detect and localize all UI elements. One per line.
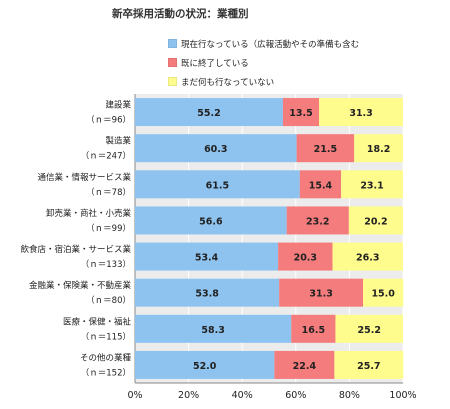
bar-segment [296, 134, 355, 163]
data-label: 53.4 [195, 253, 219, 264]
bar-segment [348, 206, 403, 235]
data-label: 52.0 [193, 361, 217, 372]
legend: 現在行なっている（広報活動やその準備も含む 既に終了している まだ何も行なってい… [168, 34, 359, 91]
data-label: 15.4 [309, 180, 333, 191]
bar-segment [291, 314, 336, 343]
bar-segment [135, 134, 297, 163]
category-label: 建設業 [105, 100, 131, 111]
category-label: （ｎ＝99） [86, 223, 131, 234]
data-label: 15.0 [371, 289, 395, 300]
bar-segment [299, 170, 342, 199]
data-label: 60.3 [204, 144, 227, 155]
legend-label: まだ何も行なっていない [181, 77, 275, 88]
data-label: 23.2 [306, 216, 329, 227]
bar-segment [135, 98, 283, 127]
bar-segment [332, 242, 403, 271]
data-label: 58.3 [201, 325, 224, 336]
data-label: 22.4 [293, 361, 317, 372]
data-label: 31.3 [309, 289, 332, 300]
data-label: 31.3 [349, 108, 372, 119]
data-label: 56.6 [199, 216, 223, 227]
data-label: 13.5 [289, 108, 312, 119]
category-label: （ｎ＝247） [81, 151, 131, 162]
data-label: 61.5 [206, 180, 229, 191]
bar-segment [335, 314, 403, 343]
bar-segment [135, 278, 280, 307]
legend-item: 現在行なっている（広報活動やその準備も含む [168, 34, 359, 53]
bar-segment [341, 170, 403, 199]
category-label: 医療・保健・福祉 [63, 316, 132, 327]
category-label: 通信業・情報サービス業 [37, 172, 131, 183]
data-label: 20.3 [294, 253, 317, 264]
bar-segment [334, 350, 404, 379]
chart-title: 新卒採用活動の状況：業種別 [112, 8, 249, 20]
x-tick-label: 0% [127, 390, 142, 401]
category-label: （ｎ＝80） [86, 295, 131, 306]
x-tick-label: 80% [339, 390, 360, 401]
data-label: 25.7 [357, 361, 380, 372]
bar-segment [135, 314, 292, 343]
bar-segment [278, 242, 333, 271]
legend-swatch [168, 39, 177, 48]
category-label: 飲食店・宿泊業・サービス業 [20, 244, 131, 255]
legend-swatch [168, 58, 177, 67]
x-tick-label: 20% [178, 390, 199, 401]
category-label: 金融業・保険業・不動産業 [29, 280, 132, 291]
data-label: 23.1 [360, 180, 383, 191]
data-label: 16.5 [302, 325, 325, 336]
bar-segment [279, 278, 364, 307]
legend-label: 既に終了している [181, 58, 249, 69]
category-label: 製造業 [105, 136, 131, 147]
data-label: 55.2 [197, 108, 220, 119]
legend-label: 現在行なっている（広報活動やその準備も含む [181, 39, 360, 50]
bar-segment [286, 206, 349, 235]
legend-swatch [168, 77, 177, 86]
x-tick-label: 60% [285, 390, 306, 401]
category-label: （ｎ＝152） [81, 367, 131, 378]
category-label: （ｎ＝78） [86, 187, 131, 198]
category-label: 卸売業・商社・小売業 [46, 208, 132, 219]
bar-segment [135, 170, 300, 199]
legend-item: 既に終了している [168, 53, 359, 72]
bar-segment [135, 242, 279, 271]
bar-segment [135, 206, 287, 235]
category-label: （ｎ＝115） [81, 331, 131, 342]
bar-segment [363, 278, 404, 307]
legend-item: まだ何も行なっていない [168, 72, 359, 91]
data-label: 18.2 [367, 144, 390, 155]
data-label: 26.3 [356, 253, 379, 264]
category-label: その他の業種 [80, 352, 132, 363]
category-label: （ｎ＝96） [86, 115, 131, 126]
data-label: 53.8 [195, 289, 219, 300]
data-label: 20.2 [364, 216, 387, 227]
data-label: 25.2 [358, 325, 381, 336]
x-tick-label: 100% [389, 390, 416, 401]
category-label: （ｎ＝133） [81, 259, 131, 270]
bar-segment [354, 134, 403, 163]
bar-segment [319, 98, 403, 127]
bar-segment [282, 98, 320, 127]
x-tick-label: 40% [232, 390, 253, 401]
data-label: 21.5 [314, 144, 337, 155]
bar-segment [135, 350, 275, 379]
bar-segment [274, 350, 335, 379]
